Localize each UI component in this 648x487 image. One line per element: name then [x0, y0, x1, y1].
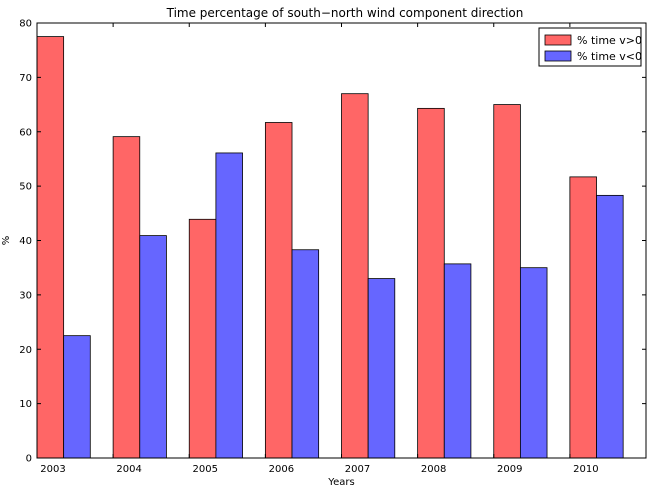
bar-v-negative-2007: [367, 278, 396, 459]
y-tick-label: 50: [19, 182, 32, 193]
plot-frame: [36, 22, 647, 459]
x-tick-label: 2007: [345, 464, 370, 475]
legend-label: % time v>0: [577, 34, 642, 47]
bar-v-negative-2004: [139, 235, 167, 459]
legend-swatch: [544, 34, 572, 46]
x-tick-label: 2008: [421, 464, 446, 475]
bar-v-negative-2010: [596, 194, 624, 459]
bar-v-positive-2008: [417, 107, 445, 459]
x-tick-label: 2010: [573, 464, 598, 475]
chart-title: Time percentage of south−north wind comp…: [166, 6, 524, 20]
bar-v-positive-2006: [264, 122, 293, 459]
y-tick-label: 80: [19, 19, 32, 30]
y-tick-label: 30: [19, 290, 32, 301]
y-axis-ticks: 0 10 20 30 40 50 60 70 80: [19, 19, 646, 465]
bars-group: [36, 36, 624, 459]
bar-v-negative-2006: [291, 249, 320, 459]
y-tick-label: 10: [19, 399, 32, 410]
bar-v-positive-2009: [493, 104, 521, 459]
legend-swatch: [544, 50, 572, 62]
bar-v-positive-2005: [188, 218, 217, 459]
x-tick-label: 2006: [269, 464, 294, 475]
bar-v-positive-2010: [569, 176, 597, 459]
legend: % time v>0 % time v<0: [538, 27, 642, 67]
bar-v-negative-2005: [215, 152, 243, 459]
bar-v-negative-2008: [443, 263, 472, 459]
y-tick-label: 60: [19, 127, 32, 138]
y-tick-label: 70: [19, 73, 32, 84]
y-tick-label: 0: [26, 454, 32, 465]
legend-label: % time v<0: [577, 50, 642, 63]
x-tick-label: 2003: [40, 464, 65, 475]
x-tick-label: 2004: [116, 464, 141, 475]
x-tick-label: 2005: [193, 464, 218, 475]
y-tick-label: 40: [19, 236, 32, 247]
y-axis-label: %: [1, 236, 12, 246]
y-tick-label: 20: [19, 345, 32, 356]
bar-v-negative-2003: [63, 335, 91, 459]
x-axis-ticks: 2003 2004 2005 2006 2007 2008 2009 2010: [40, 23, 599, 475]
bar-v-negative-2009: [519, 267, 548, 459]
x-axis-label: Years: [327, 477, 354, 487]
bar-v-positive-2004: [112, 136, 141, 459]
bar-v-positive-2007: [341, 93, 369, 459]
bar-v-positive-2003: [36, 36, 65, 459]
x-tick-label: 2009: [497, 464, 522, 475]
